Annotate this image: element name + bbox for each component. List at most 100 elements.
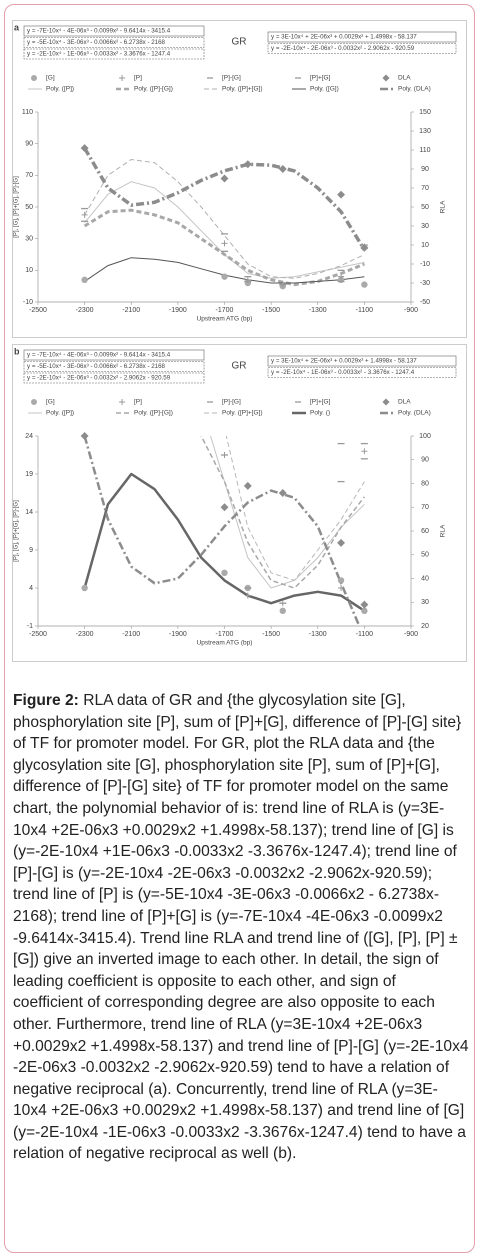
y-tick-label: 10 [25,267,33,274]
legend-label: [P]+[G] [310,75,331,82]
equation-box [23,48,205,60]
y2-tick-label: -10 [420,261,430,268]
legend-label: [P]+[G] [310,399,331,406]
chart: b GR y = -7E-10x⁴ - 4E-06x³ - 0.0099x² - 9… [14,346,457,647]
trend-line [209,436,365,589]
equation: y = -2E-10x⁴ - 1E-06x³ - 0.0033x² - 3.36… [271,369,415,376]
y-tick-label: 4 [29,585,33,592]
x-tick-label: -2100 [122,631,140,638]
x-tick-label: -2100 [122,307,140,314]
point [337,538,346,547]
legend-label: [G] [46,75,55,82]
legend-label: Poly. (DLA) [398,410,431,417]
trend-line [84,159,365,279]
y2-tick-label: 100 [419,433,431,440]
y2-tick-label: 60 [421,528,429,535]
equation-box [23,37,205,48]
point [81,276,88,284]
legend-label: [P]-[G] [222,75,241,82]
y-tick-label: 14 [25,509,33,516]
legend-label: Poly. ([P]) [46,410,74,417]
y2-tick-label: 40 [421,575,429,582]
x-tick-label: -900 [404,307,418,314]
y2-tick-label: 80 [421,480,429,487]
panel-border [12,20,467,338]
x-tick-label: -1700 [216,307,234,314]
chart: a GR y = -7E-10x⁴ - 4E-06x³ - 0.0099x² - 9… [14,22,457,323]
y-tick-label: 30 [25,236,33,243]
trend-line [83,436,361,626]
equation: y = -5E-10x⁴ - 3E-06x³ - 0.0066x² - 6.27… [27,363,166,370]
y2-tick-label: 110 [419,147,430,154]
caption-label: Figure 2: [13,692,79,709]
trend-line [83,208,365,287]
legend-label: Poly. ([P]+[G]) [222,86,263,93]
equation-box [23,25,205,37]
y2-tick-label: 70 [421,185,429,192]
y2-axis-label: RLA [440,524,447,537]
point [278,489,287,497]
x-tick-label: -1100 [356,631,373,638]
x-axis-label: Upstream ATG (bp) [197,640,253,647]
x-tick-label: -1900 [169,631,187,638]
y2-tick-label: 50 [421,204,429,211]
y-tick-label: 90 [25,141,33,148]
x-axis-label: Upstream ATG (bp) [197,316,253,323]
point [243,481,252,490]
point [81,211,88,218]
y-tick-label: 70 [25,172,33,179]
x-tick-label: -2500 [29,631,47,638]
panel-border [12,344,467,662]
legend-label: Poly. ([P]) [46,86,74,93]
y2-tick-label: -30 [420,280,430,287]
point [337,190,346,199]
equation: y = -5E-10x⁴ - 3E-06x³ - 0.0066x² - 6.27… [27,39,166,46]
y-tick-label: 24 [25,433,33,440]
point [360,600,369,609]
legend-label: Poly. ([P]-[G]) [134,410,173,417]
trend-line [225,436,365,581]
equation: y = -2E-10x⁴ - 2E-06x³ - 0.0032x² - 2.90… [27,375,171,382]
point [80,144,89,153]
legend-marker [119,75,125,81]
legend-label: Poly. ([P]-[G]) [134,86,173,93]
equation-box [23,349,205,361]
point [361,448,368,455]
point [337,577,345,584]
chart-title: GR [232,361,247,372]
point [80,432,89,440]
y-tick-label: 9 [29,547,33,554]
trend-line [84,181,365,279]
legend-label: DLA [398,399,411,406]
y2-tick-label: 150 [419,109,431,116]
point [221,569,228,576]
point [220,174,229,183]
y-tick-label: 110 [22,109,33,116]
point [360,243,369,252]
legend-marker [31,75,37,81]
point [243,160,252,169]
equation: y = -7E-10x⁴ - 4E-06x³ - 0.0099x² - 9.64… [27,28,171,35]
point [338,585,345,591]
trend-line [83,147,366,251]
x-tick-label: -900 [404,631,418,638]
equation-box [267,43,457,54]
point [221,240,228,247]
legend-label: Poly. ([G]) [310,86,339,93]
y-tick-label: -10 [23,299,33,306]
y-tick-label: -1 [27,623,33,630]
y2-tick-label: 20 [421,623,429,630]
y2-tick-label: 130 [419,128,431,135]
equation: y = 3E-10x⁴ + 2E-06x³ + 0.0029x² + 1.499… [271,358,417,365]
y2-tick-label: 90 [421,166,429,173]
equation: y = -2E-10x⁴ - 2E-06x³ - 0.0032x² - 2.90… [271,45,415,52]
x-tick-label: -1700 [216,631,234,638]
legend-label: [P] [134,399,142,406]
x-tick-label: -1900 [169,307,187,314]
legend-label: [G] [46,399,55,406]
y-tick-label: 50 [25,204,33,211]
y2-tick-label: 30 [421,599,429,606]
equation: y = -7E-10x⁴ - 4E-06x³ - 0.0099x² - 9.64… [27,352,171,359]
point [244,592,251,599]
